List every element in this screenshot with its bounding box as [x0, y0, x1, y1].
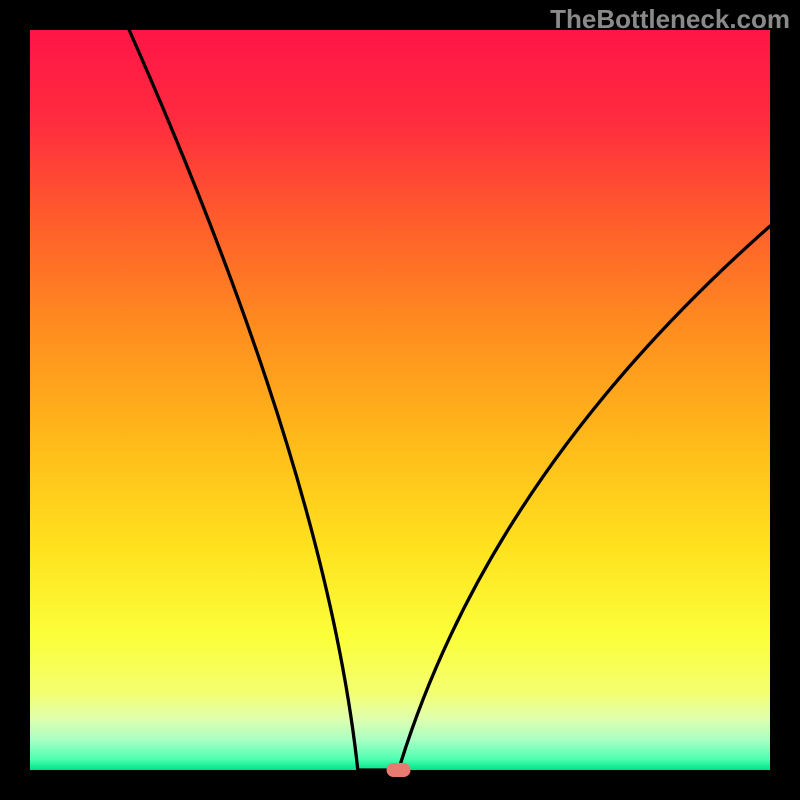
plot-background: [30, 30, 770, 770]
optimal-point-marker: [387, 763, 411, 777]
chart-container: TheBottleneck.com: [0, 0, 800, 800]
bottleneck-chart: [0, 0, 800, 800]
watermark-text: TheBottleneck.com: [550, 4, 790, 35]
